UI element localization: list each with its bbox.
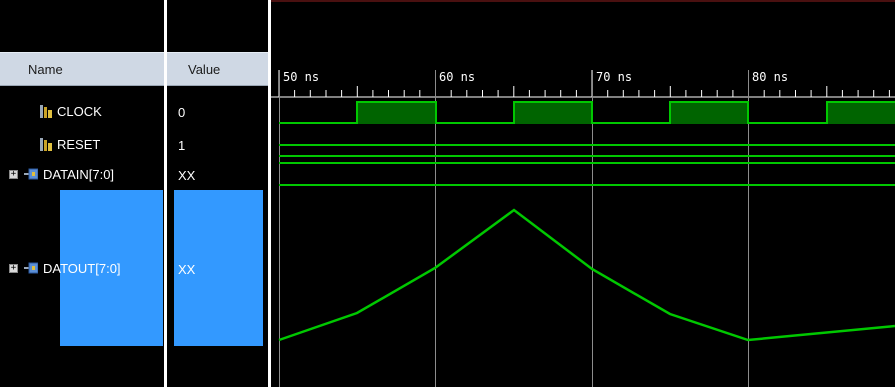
signal-name: CLOCK <box>57 104 102 119</box>
waveform-canvas[interactable]: 50 ns 60 ns 70 ns 80 ns <box>271 0 895 387</box>
signal-panel: Name Value CLOCK 0 RESET 1 <box>0 0 270 387</box>
signal-value: 1 <box>178 138 186 153</box>
name-column-header[interactable]: Name <box>28 62 63 77</box>
signal-row-reset[interactable]: RESET 1 <box>0 134 268 156</box>
port-icon <box>40 105 52 118</box>
time-label-80ns: 80 ns <box>752 70 788 84</box>
signal-row-clock[interactable]: CLOCK 0 <box>0 101 268 123</box>
time-label-60ns: 60 ns <box>439 70 475 84</box>
signal-value: 0 <box>178 105 186 120</box>
bus-icon <box>24 168 38 180</box>
bus-icon <box>24 262 38 274</box>
signal-value: XX <box>178 168 196 183</box>
column-divider[interactable] <box>164 0 167 387</box>
signal-name: DATAIN[7:0] <box>43 167 115 182</box>
expand-plus-icon[interactable]: + <box>9 169 18 179</box>
signal-value: XX <box>178 262 196 277</box>
selected-row-name-highlight <box>60 190 163 346</box>
time-ruler: 50 ns 60 ns 70 ns 80 ns <box>271 52 895 98</box>
panel-top-strip <box>0 0 270 52</box>
value-column-header[interactable]: Value <box>188 62 221 77</box>
datout-analog-waveform[interactable] <box>278 208 895 342</box>
selected-row-value-highlight <box>174 190 263 346</box>
signal-name: DATOUT[7:0] <box>43 261 121 276</box>
column-header: Name Value <box>0 52 270 86</box>
clock-waveform[interactable] <box>279 101 895 124</box>
datain-waveform[interactable] <box>279 155 895 186</box>
top-border <box>271 0 895 2</box>
time-label-50ns: 50 ns <box>283 70 319 84</box>
signal-row-datain[interactable]: + DATAIN[7:0] XX <box>0 164 268 186</box>
signal-row-datout[interactable]: + DATOUT[7:0] XX <box>0 258 268 280</box>
panel-splitter[interactable] <box>268 0 271 387</box>
port-icon <box>40 138 52 151</box>
time-label-70ns: 70 ns <box>596 70 632 84</box>
waveform-svg: 50 ns 60 ns 70 ns 80 ns <box>271 0 895 387</box>
expand-plus-icon[interactable]: + <box>9 263 18 273</box>
signal-name: RESET <box>57 137 101 152</box>
